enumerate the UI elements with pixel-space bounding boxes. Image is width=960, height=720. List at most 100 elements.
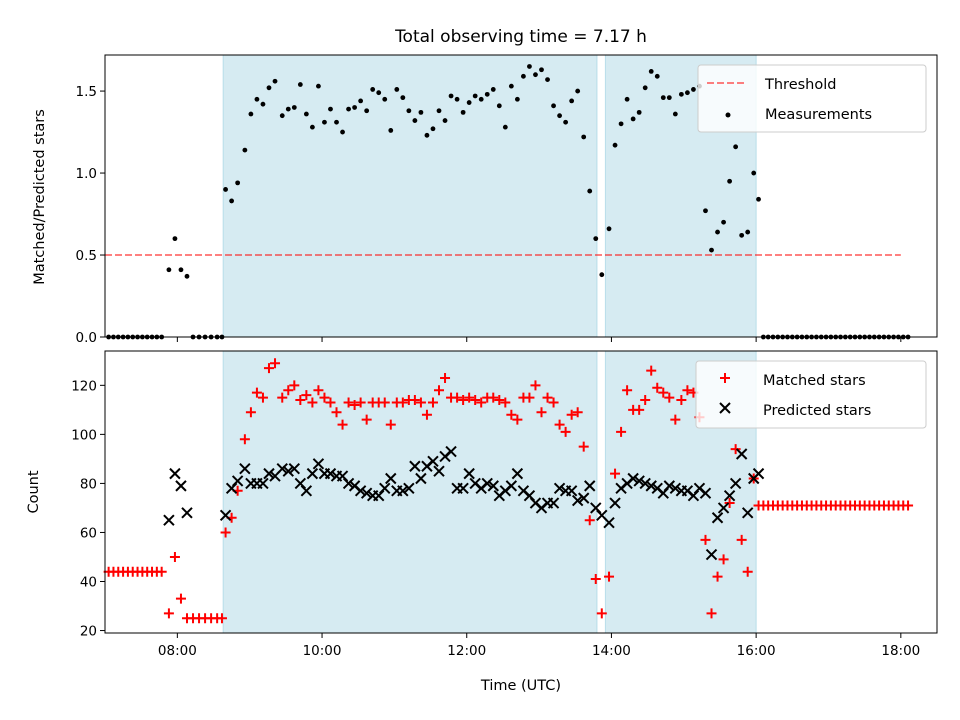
- measurement-point: [642, 85, 648, 91]
- measurement-point: [172, 236, 178, 242]
- predicted-star-point: [711, 512, 724, 524]
- measurement-point: [624, 96, 630, 102]
- shaded-interval: [222, 54, 598, 338]
- measurement-point: [279, 113, 285, 119]
- measurement-point: [490, 87, 496, 92]
- measurement-point: [309, 124, 315, 130]
- measurement-point: [733, 144, 739, 150]
- measurement-point: [527, 64, 532, 69]
- measurement-point: [266, 85, 272, 91]
- predicted-star-point: [565, 485, 578, 497]
- count-legend: Matched stars Predicted stars: [695, 360, 927, 429]
- measurement-point: [303, 111, 309, 117]
- predicted-star-point: [553, 482, 566, 495]
- predicted-star-point: [282, 465, 294, 477]
- predicted-star-point: [415, 472, 427, 485]
- measurement-point: [545, 77, 550, 82]
- matched-star-point: [458, 395, 469, 406]
- matched-star-point: [506, 409, 517, 420]
- ratio-legend: Threshold Measurements: [697, 64, 927, 133]
- predicted-star-point: [571, 494, 584, 507]
- matched-star-point: [616, 426, 627, 437]
- predicted-star-point: [342, 477, 355, 490]
- x-tick-label: 08:00: [158, 643, 197, 659]
- predicted-star-point: [735, 448, 748, 460]
- legend-matched-label: Matched stars: [763, 373, 866, 389]
- measurement-point: [460, 109, 466, 115]
- matched-star-point: [664, 392, 675, 403]
- matched-star-point: [572, 407, 583, 418]
- y-tick-label: 1.5: [76, 84, 97, 100]
- matched-star-point: [313, 385, 324, 396]
- measurement-point: [184, 273, 190, 279]
- matched-star-point: [361, 414, 372, 425]
- measurement-point: [587, 188, 593, 194]
- predicted-star-point: [257, 477, 269, 490]
- matched-star-point: [640, 395, 651, 406]
- measurement-point: [745, 229, 751, 235]
- predicted-star-point: [219, 509, 232, 522]
- measurement-point: [484, 91, 490, 97]
- measurement-point: [260, 101, 266, 107]
- y-tick-label: 100: [71, 427, 97, 443]
- measurement-point: [630, 116, 636, 122]
- matched-star-point: [163, 608, 174, 619]
- measurement-point: [400, 95, 406, 101]
- measurement-point: [388, 128, 394, 133]
- predicted-star-point: [175, 480, 187, 492]
- matched-star-point: [634, 404, 645, 415]
- measurement-point: [618, 121, 624, 127]
- matched-star-point: [245, 407, 256, 418]
- measurement-point: [599, 272, 605, 278]
- measurement-point: [178, 267, 184, 273]
- matched-star-point: [542, 392, 553, 403]
- predicted-star-point: [360, 487, 373, 499]
- measurement-point: [691, 87, 696, 92]
- measurement-point: [442, 118, 448, 123]
- measurement-point: [254, 96, 260, 102]
- matched-star-point: [349, 399, 360, 410]
- measurement-point: [648, 68, 654, 74]
- matched-star-point: [590, 574, 601, 585]
- predicted-star-point: [163, 514, 175, 526]
- top-x-ticks: [176, 337, 902, 342]
- predicted-star-point: [609, 497, 621, 509]
- matched-star-point: [584, 515, 595, 526]
- matched-star-point: [175, 593, 186, 604]
- matched-star-point: [494, 395, 505, 406]
- matched-star-point: [604, 571, 615, 582]
- matched-star-point: [712, 571, 723, 582]
- matched-star-point: [652, 382, 663, 393]
- predicted-star-point: [169, 467, 181, 480]
- matched-star-point: [488, 392, 499, 403]
- legend-measurements-swatch: [725, 112, 731, 118]
- measurement-point: [721, 219, 726, 225]
- matched-star-point: [724, 498, 735, 509]
- predicted-star-point: [300, 485, 313, 497]
- predicted-star-point: [427, 455, 439, 468]
- matched-star-point: [500, 397, 511, 408]
- measurement-point: [715, 229, 720, 235]
- matched-star-point: [610, 468, 621, 479]
- matched-star-point: [903, 500, 914, 511]
- matched-star-point: [295, 395, 306, 406]
- predicted-star-point: [385, 472, 397, 485]
- predicted-star-point: [379, 482, 391, 495]
- measurement-point: [346, 106, 351, 112]
- measurement-point: [654, 73, 660, 79]
- matched-star-point: [379, 397, 390, 408]
- y-tick-label: 40: [80, 575, 97, 591]
- predicted-star-point: [481, 477, 493, 490]
- measurement-point: [424, 132, 430, 138]
- measurement-point: [709, 247, 714, 253]
- measurement-point: [612, 142, 618, 148]
- count-panel: 08:00 10:00 12:00 14:00 16:00 18:00 20 40 60 80 1…: [26, 350, 938, 694]
- measurement-point: [166, 267, 172, 273]
- measurement-point: [563, 119, 569, 125]
- matched-star-point: [385, 419, 396, 430]
- measurement-point: [328, 106, 333, 112]
- predicted-star-point: [584, 480, 596, 492]
- predicted-star-point: [639, 477, 651, 490]
- y-tick-label: 0.0: [76, 330, 97, 346]
- predicted-star-point: [645, 480, 657, 492]
